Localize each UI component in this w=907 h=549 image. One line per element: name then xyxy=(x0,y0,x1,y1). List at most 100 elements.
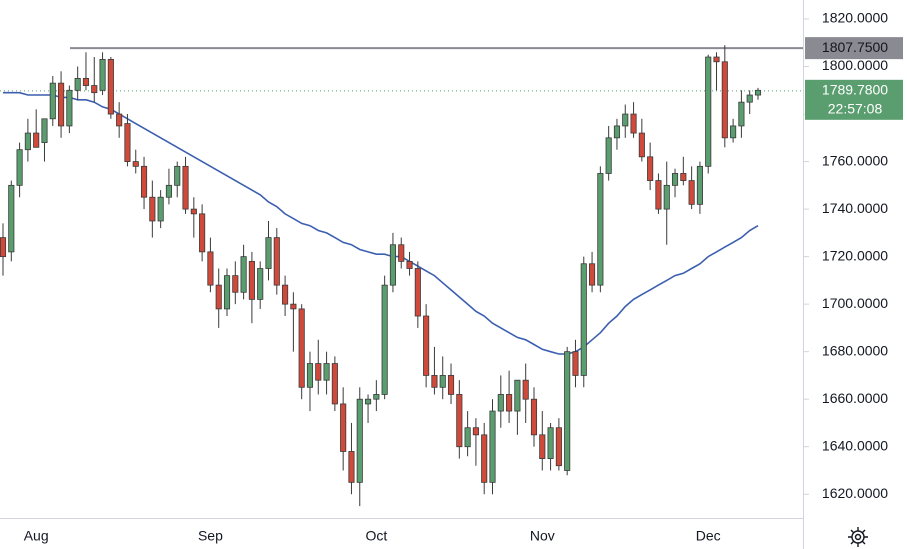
candle-body xyxy=(356,398,363,483)
moving-average-line xyxy=(3,91,759,355)
y-tick-label: 1800.0000 xyxy=(822,57,888,73)
y-tick-label: 1740.0000 xyxy=(822,200,888,216)
y-tick-label: 1620.0000 xyxy=(822,485,888,501)
candle-body xyxy=(497,394,504,412)
candle-body xyxy=(223,275,231,310)
candle-body xyxy=(622,113,629,127)
candle-body xyxy=(199,213,206,253)
candle-body xyxy=(514,379,521,412)
candle-body xyxy=(124,123,131,162)
candle-body xyxy=(282,284,289,305)
candle-body xyxy=(663,184,670,210)
candle-body xyxy=(0,237,7,258)
candle-body xyxy=(597,173,604,286)
candle-body xyxy=(373,394,380,400)
candle-body xyxy=(215,284,222,310)
candle-body xyxy=(340,403,347,452)
candle-body xyxy=(613,125,621,139)
candle-body xyxy=(589,263,596,286)
candle-body xyxy=(671,173,679,186)
candle-body xyxy=(447,375,455,395)
candle-body xyxy=(539,434,546,459)
candle-body xyxy=(107,59,114,115)
candle-body xyxy=(680,173,687,181)
candle-body xyxy=(33,132,40,148)
candle-body xyxy=(41,118,48,143)
candle-body xyxy=(555,427,562,467)
candle-body xyxy=(298,308,305,388)
candle-body xyxy=(688,180,695,205)
candle-body xyxy=(306,363,314,388)
candle-body xyxy=(547,427,554,459)
candle-body xyxy=(132,161,139,167)
candle-body xyxy=(290,303,297,310)
candle-body xyxy=(464,427,471,448)
candle-body xyxy=(381,284,388,395)
candle-body xyxy=(406,260,413,269)
x-tick-label: Aug xyxy=(24,528,49,544)
candle-body xyxy=(99,59,106,91)
candle-body xyxy=(149,196,156,222)
candle-body xyxy=(364,398,372,405)
candle-body xyxy=(248,260,255,300)
candle-body xyxy=(530,398,538,436)
candle-body xyxy=(24,132,31,151)
candle-body xyxy=(489,410,496,483)
candle-body xyxy=(240,256,247,293)
last-price-label: 1789.7800 xyxy=(822,82,888,98)
candle-body xyxy=(257,268,264,300)
candle-body xyxy=(389,244,396,286)
y-tick-label: 1660.0000 xyxy=(822,390,888,406)
candle-body xyxy=(730,125,737,139)
candle-body xyxy=(738,101,745,127)
candle-body xyxy=(157,196,164,222)
candle-body xyxy=(74,78,81,91)
candle-body xyxy=(655,180,662,210)
x-tick-label: Oct xyxy=(365,528,387,544)
candle-body xyxy=(348,451,355,483)
candle-body xyxy=(140,165,148,198)
candle-body xyxy=(8,184,15,253)
candle-body xyxy=(638,132,645,158)
hline-label-box xyxy=(805,37,903,60)
candle-body xyxy=(265,237,272,269)
candle-body xyxy=(456,394,463,448)
candle-body xyxy=(49,82,56,120)
x-tick-label: Nov xyxy=(530,528,555,544)
candle-body xyxy=(754,89,762,96)
candle-body xyxy=(190,208,197,215)
candle-body xyxy=(232,275,239,293)
candle-body xyxy=(165,184,172,198)
hline-label: 1807.7500 xyxy=(822,39,888,55)
settings-icon[interactable] xyxy=(848,527,868,547)
candle-body xyxy=(16,149,23,186)
candle-body xyxy=(116,113,123,127)
candle-body xyxy=(647,156,654,181)
candle-body xyxy=(66,89,73,127)
candle-body xyxy=(423,315,430,376)
candle-body xyxy=(705,56,712,167)
x-tick-label: Dec xyxy=(696,528,721,544)
countdown-label: 22:57:08 xyxy=(828,101,883,117)
candle-body xyxy=(522,379,529,400)
candle-body xyxy=(696,165,703,205)
candle-body xyxy=(174,165,181,186)
candle-body xyxy=(331,363,338,405)
candle-body xyxy=(182,165,189,210)
y-tick-label: 1700.0000 xyxy=(822,295,888,311)
candle-body xyxy=(746,94,753,103)
candle-body xyxy=(431,375,438,388)
x-tick-label: Sep xyxy=(198,528,223,544)
y-tick-label: 1820.0000 xyxy=(822,10,888,26)
candle-body xyxy=(580,263,587,376)
candle-body xyxy=(315,363,322,381)
candle-body xyxy=(564,351,571,471)
candle-body xyxy=(91,85,98,94)
candle-body xyxy=(605,137,612,174)
candle-body xyxy=(82,78,90,86)
y-tick-label: 1680.0000 xyxy=(822,342,888,358)
last-price-box xyxy=(805,79,903,120)
candle-body xyxy=(713,56,720,63)
candle-body xyxy=(481,434,488,483)
